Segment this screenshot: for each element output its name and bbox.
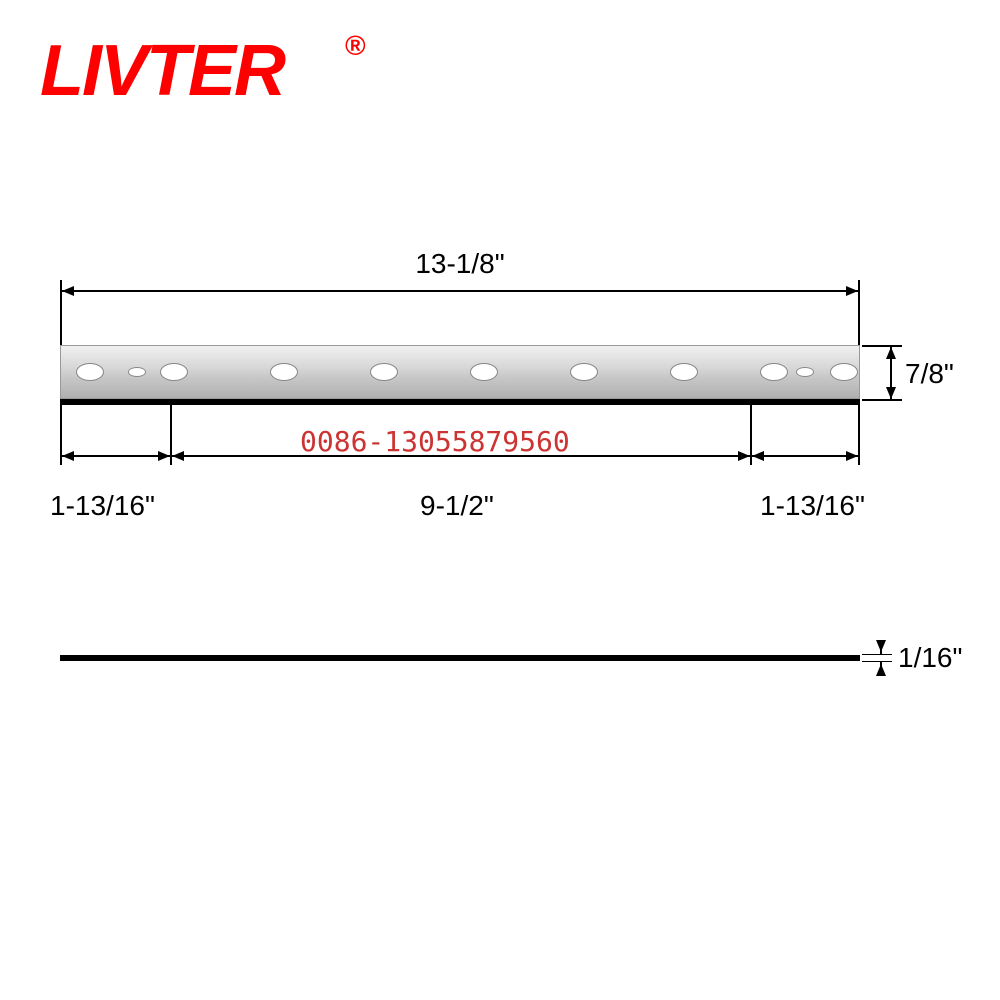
thick-arrow-top [880,640,882,654]
blade-hole [370,363,398,381]
ext-line-right-top [858,280,860,345]
dim-arrow-total [62,290,858,292]
ext-line-br [858,405,860,465]
blade-hole [670,363,698,381]
blade-hole [830,363,858,381]
dim-arrow-height [890,347,892,399]
ext-line-height-bot [862,399,902,401]
blade-hole [270,363,298,381]
dim-arrow-left-seg [62,455,170,457]
dim-height: 7/8" [905,358,954,390]
ext-thick-bot [862,661,892,662]
dim-total-length: 13-1/8" [400,248,520,280]
ext-thick-top [862,654,892,655]
dim-right-segment: 1-13/16" [760,490,865,522]
blade-hole [76,363,104,381]
blade-hole [470,363,498,381]
dim-thickness: 1/16" [898,642,962,674]
dim-arrow-right-seg [752,455,858,457]
phone-watermark: 0086-13055879560 [300,425,570,458]
ext-line-height-top [862,345,902,347]
brand-logo: LIVTER [40,30,284,112]
blade-hole [760,363,788,381]
blade-hole [160,363,188,381]
dim-left-segment: 1-13/16" [50,490,155,522]
dim-middle-segment: 9-1/2" [420,490,494,522]
registered-mark: ® [345,30,366,62]
thick-arrow-bot [880,662,882,676]
blade-hole-small [796,367,814,377]
blade-side-view [60,655,860,661]
brand-name: LIVTER [40,31,284,111]
blade-hole [570,363,598,381]
blade-hole-small [128,367,146,377]
blade-cutting-edge [60,399,860,405]
